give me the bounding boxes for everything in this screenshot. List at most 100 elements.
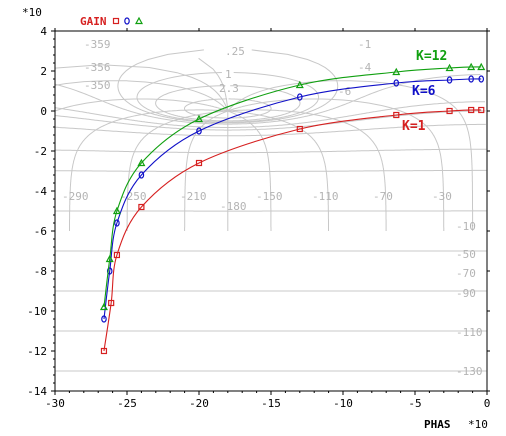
- data-point-square: [393, 111, 400, 119]
- grid-label: -70: [456, 267, 476, 280]
- y-tick-label: 4: [40, 25, 47, 38]
- series-line: [103, 66, 482, 308]
- data-point-circle: [114, 219, 120, 227]
- grid-label: -356: [84, 61, 111, 74]
- data-point-square: [100, 347, 108, 355]
- y-tick-label: -4: [34, 185, 48, 198]
- grid-label: -90: [456, 287, 476, 300]
- y-tick-label: -8: [34, 265, 47, 278]
- series-label: K=6: [412, 84, 436, 99]
- y-axis-label: GAIN: [80, 15, 107, 28]
- series-layer: [99, 62, 486, 355]
- data-point-square: [113, 251, 121, 259]
- data-point-triangle: [194, 114, 204, 123]
- data-point-square: [468, 106, 475, 114]
- cl-phase-contour: [228, 110, 329, 231]
- cl-phase-contour: [228, 109, 387, 231]
- grid-label: -1: [358, 38, 371, 51]
- grid-label: .25: [225, 45, 245, 58]
- grid-label: -50: [456, 248, 476, 261]
- grid-label: 1: [225, 68, 232, 81]
- series-line: [103, 78, 482, 320]
- x-tick-label: 0: [484, 397, 491, 410]
- data-point-circle: [393, 79, 400, 87]
- data-point-square: [112, 17, 120, 25]
- data-point-square: [138, 203, 145, 211]
- grid-label: -10: [456, 220, 476, 233]
- x-tick-label: -5: [408, 397, 421, 410]
- data-point-circle: [446, 76, 453, 84]
- x-tick-label: -30: [45, 397, 65, 410]
- data-point-circle: [468, 75, 474, 83]
- y-axis-multiplier: *10: [22, 6, 42, 19]
- y-axis: -14 -12 -10 -8 -6 -4 -2 0 2 4: [27, 25, 490, 398]
- y-tick-label: -14: [27, 385, 47, 398]
- grid-label: -110: [312, 190, 339, 203]
- y-tick-label: 2: [40, 65, 47, 78]
- data-point-square: [195, 159, 203, 167]
- grid-label: -6: [338, 85, 351, 98]
- grid-label: -290: [62, 190, 89, 203]
- cl-magnitude-contour: [55, 148, 487, 154]
- cl-phase-contour: [184, 110, 229, 231]
- cl-phase-contour: [55, 64, 229, 112]
- y-tick-label: -6: [34, 225, 47, 238]
- data-point-square: [478, 106, 485, 114]
- grid-label: -130: [456, 365, 483, 378]
- series-k-12: [99, 62, 486, 311]
- data-point-triangle: [105, 254, 114, 263]
- data-point-square: [108, 299, 115, 307]
- grid-label: -210: [180, 190, 207, 203]
- data-point-circle: [296, 93, 303, 101]
- grid-label: -250: [120, 190, 147, 203]
- data-point-triangle: [99, 302, 108, 311]
- y-tick-label: -2: [34, 145, 47, 158]
- cl-phase-contour: [227, 98, 445, 231]
- grid-label: -359: [84, 38, 111, 51]
- x-tick-label: -10: [333, 397, 353, 410]
- cl-magnitude-contour: [55, 169, 487, 172]
- cl-phase-contour: [126, 110, 228, 231]
- data-point-circle: [196, 127, 202, 135]
- grid-label: -150: [256, 190, 283, 203]
- data-point-circle: [106, 267, 113, 275]
- data-point-triangle: [477, 62, 486, 71]
- data-point-triangle: [467, 62, 476, 71]
- x-tick-label: -25: [117, 397, 137, 410]
- data-point-circle: [138, 171, 145, 179]
- data-point-square: [296, 125, 303, 133]
- data-point-square: [446, 107, 453, 115]
- grid-label: -4: [358, 61, 372, 74]
- grid-label: -70: [373, 190, 393, 203]
- grid-label: -30: [432, 190, 452, 203]
- y-tick-label: -12: [27, 345, 47, 358]
- grid-label: -110: [456, 326, 483, 339]
- series-k-6: [101, 75, 485, 323]
- data-point-triangle: [134, 16, 144, 25]
- grid-label: -180: [220, 200, 247, 213]
- legend: GAIN: [80, 15, 144, 28]
- data-point-circle: [478, 75, 485, 83]
- series-label: K=12: [416, 49, 447, 64]
- series-labels: K=1 K=6 K=12: [402, 49, 447, 134]
- data-point-triangle: [445, 63, 454, 72]
- data-point-triangle: [112, 206, 121, 215]
- data-point-triangle: [392, 67, 401, 76]
- x-axis-label: PHAS: [424, 418, 451, 431]
- grid-label: -350: [84, 79, 111, 92]
- grid-label: 2.3: [219, 82, 239, 95]
- series-k-1: [100, 106, 485, 355]
- series-line: [103, 109, 482, 352]
- y-tick-label: -10: [27, 305, 47, 318]
- cl-phase-contour: [55, 98, 229, 112]
- x-axis: -30 -25 -20 -15 -10 -5 0: [45, 28, 490, 410]
- data-point-circle: [101, 315, 107, 323]
- data-point-triangle: [137, 158, 146, 167]
- x-axis-multiplier: *10: [468, 418, 488, 431]
- data-point-triangle: [295, 80, 304, 89]
- x-tick-label: -20: [189, 397, 209, 410]
- y-tick-label: 0: [40, 105, 47, 118]
- data-point-circle: [124, 17, 130, 25]
- series-label: K=1: [402, 119, 426, 134]
